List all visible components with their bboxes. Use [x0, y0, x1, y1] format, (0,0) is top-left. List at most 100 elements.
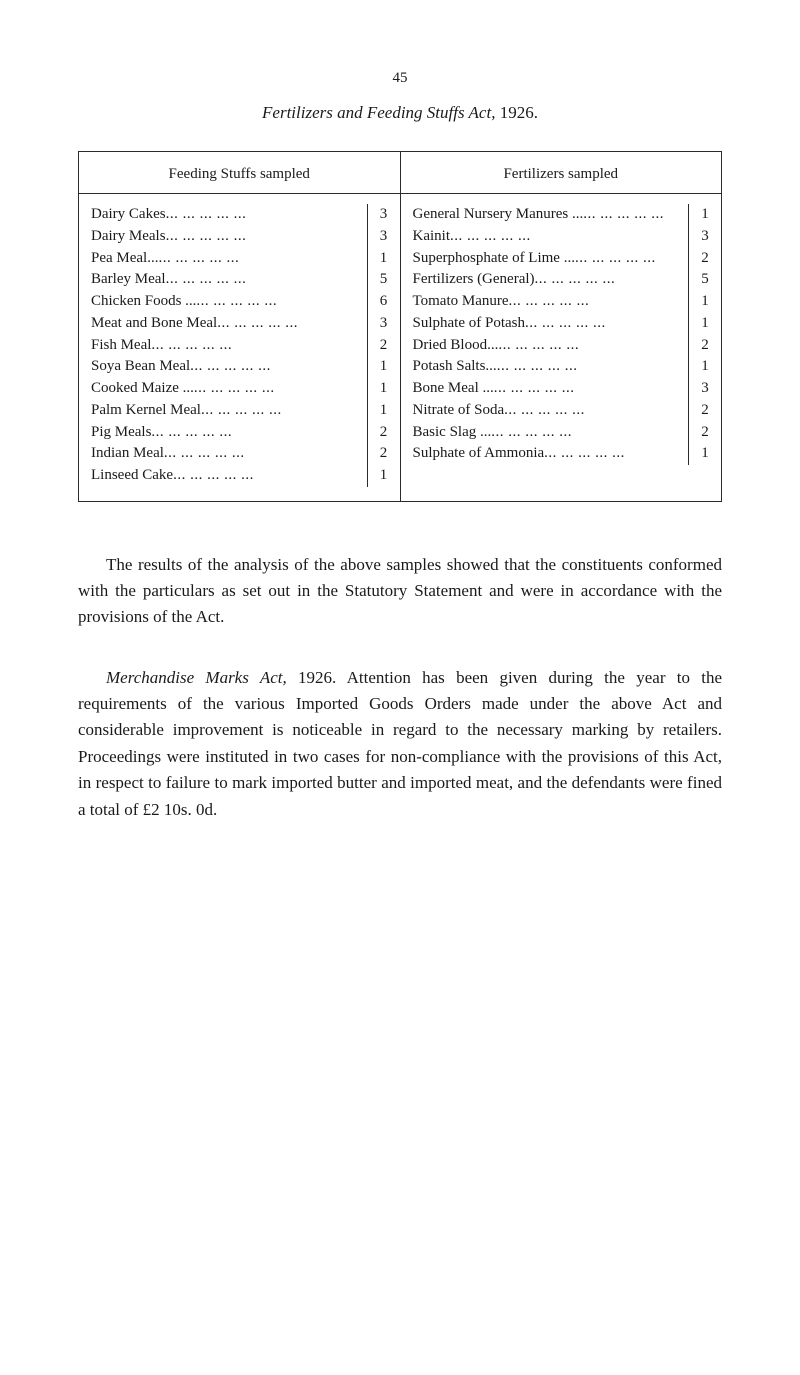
page: 45 Fertilizers and Feeding Stuffs Act, 1…	[0, 0, 800, 917]
row-label: Bone Meal ...	[413, 378, 494, 400]
row-label: Linseed Cake	[91, 465, 173, 487]
row-dots	[525, 313, 682, 335]
paragraph-1: The results of the analysis of the above…	[78, 552, 722, 631]
row-value: 1	[368, 356, 400, 378]
table-row: Fish Meal	[91, 335, 361, 357]
row-value: 2	[689, 422, 721, 444]
row-label: Dairy Cakes	[91, 204, 166, 226]
table-row: Chicken Foods ...	[91, 291, 361, 313]
right-column: Fertilizers sampled General Nursery Manu…	[401, 152, 722, 501]
para2-lead-year: 1926.	[298, 668, 336, 687]
page-number: 45	[78, 70, 722, 87]
table-row: Fertilizers (General)	[413, 269, 683, 291]
para2-rest: Attention has been given during the year…	[78, 668, 722, 819]
table-row: Dairy Meals	[91, 226, 361, 248]
table-row: Tomato Manure	[413, 291, 683, 313]
row-value: 5	[368, 269, 400, 291]
row-value: 1	[368, 465, 400, 487]
row-dots	[497, 356, 682, 378]
page-title: Fertilizers and Feeding Stuffs Act, 1926…	[78, 103, 722, 123]
row-dots	[158, 248, 360, 270]
row-dots	[450, 226, 682, 248]
row-value: 2	[689, 335, 721, 357]
row-label: Chicken Foods ...	[91, 291, 196, 313]
table-row: Linseed Cake	[91, 465, 361, 487]
table-row: Indian Meal	[91, 443, 361, 465]
right-body: General Nursery Manures ...KainitSuperph…	[401, 194, 722, 479]
row-label: Tomato Manure	[413, 291, 509, 313]
table-row: Kainit	[413, 226, 683, 248]
row-label: Palm Kernel Meal	[91, 400, 201, 422]
row-value: 1	[368, 400, 400, 422]
table-row: Sulphate of Potash	[413, 313, 683, 335]
row-dots	[190, 356, 360, 378]
row-label: Potash Salts...	[413, 356, 497, 378]
row-dots	[201, 400, 361, 422]
row-value: 1	[689, 204, 721, 226]
tables-wrap: Feeding Stuffs sampled Dairy CakesDairy …	[78, 151, 722, 502]
title-year: 1926.	[500, 103, 538, 122]
row-dots	[166, 269, 361, 291]
table-row: Palm Kernel Meal	[91, 400, 361, 422]
row-label: Basic Slag ...	[413, 422, 492, 444]
row-value: 3	[368, 226, 400, 248]
row-dots	[166, 226, 361, 248]
row-dots	[498, 335, 682, 357]
row-value: 1	[368, 248, 400, 270]
left-items: Dairy CakesDairy MealsPea Meal...Barley …	[79, 204, 367, 487]
row-value: 2	[689, 400, 721, 422]
row-label: Fish Meal	[91, 335, 151, 357]
row-dots	[217, 313, 360, 335]
row-value: 3	[689, 378, 721, 400]
table-row: Basic Slag ...	[413, 422, 683, 444]
row-dots	[535, 269, 682, 291]
left-header: Feeding Stuffs sampled	[79, 152, 400, 194]
row-dots	[575, 248, 682, 270]
row-value: 1	[689, 313, 721, 335]
table-row: Sulphate of Ammonia	[413, 443, 683, 465]
row-dots	[151, 335, 360, 357]
table-row: Soya Bean Meal	[91, 356, 361, 378]
row-label: Nitrate of Soda	[413, 400, 505, 422]
row-dots	[494, 378, 682, 400]
row-value: 2	[368, 422, 400, 444]
row-label: Dairy Meals	[91, 226, 166, 248]
paragraph-2: Merchandise Marks Act, 1926. Attention h…	[78, 665, 722, 823]
row-label: Pea Meal...	[91, 248, 158, 270]
row-value: 1	[689, 443, 721, 465]
row-value: 3	[689, 226, 721, 248]
row-label: Kainit	[413, 226, 451, 248]
right-header: Fertilizers sampled	[401, 152, 722, 194]
table-row: Dairy Cakes	[91, 204, 361, 226]
row-dots	[196, 291, 360, 313]
row-dots	[166, 204, 361, 226]
para2-lead-italic: Merchandise Marks Act,	[106, 668, 287, 687]
row-label: Pig Meals	[91, 422, 151, 444]
row-dots	[491, 422, 682, 444]
row-label: Indian Meal	[91, 443, 164, 465]
table-row: General Nursery Manures ...	[413, 204, 683, 226]
table-row: Pea Meal...	[91, 248, 361, 270]
table-row: Nitrate of Soda	[413, 400, 683, 422]
row-dots	[194, 378, 361, 400]
row-value: 5	[689, 269, 721, 291]
para1-text: The results of the analysis of the above…	[78, 555, 722, 627]
left-body: Dairy CakesDairy MealsPea Meal...Barley …	[79, 194, 400, 501]
row-label: Cooked Maize ...	[91, 378, 194, 400]
right-values: 132511213221	[688, 204, 721, 465]
row-label: Dried Blood...	[413, 335, 499, 357]
row-label: Sulphate of Potash	[413, 313, 526, 335]
table-row: Barley Meal	[91, 269, 361, 291]
table-row: Meat and Bone Meal	[91, 313, 361, 335]
left-column: Feeding Stuffs sampled Dairy CakesDairy …	[79, 152, 401, 501]
row-label: Soya Bean Meal	[91, 356, 190, 378]
row-label: Fertilizers (General)	[413, 269, 535, 291]
row-label: Sulphate of Ammonia	[413, 443, 545, 465]
row-dots	[504, 400, 682, 422]
row-label: Superphosphate of Lime ...	[413, 248, 575, 270]
row-dots	[544, 443, 682, 465]
table-row: Bone Meal ...	[413, 378, 683, 400]
row-dots	[509, 291, 682, 313]
row-value: 1	[689, 356, 721, 378]
row-label: General Nursery Manures ...	[413, 204, 584, 226]
